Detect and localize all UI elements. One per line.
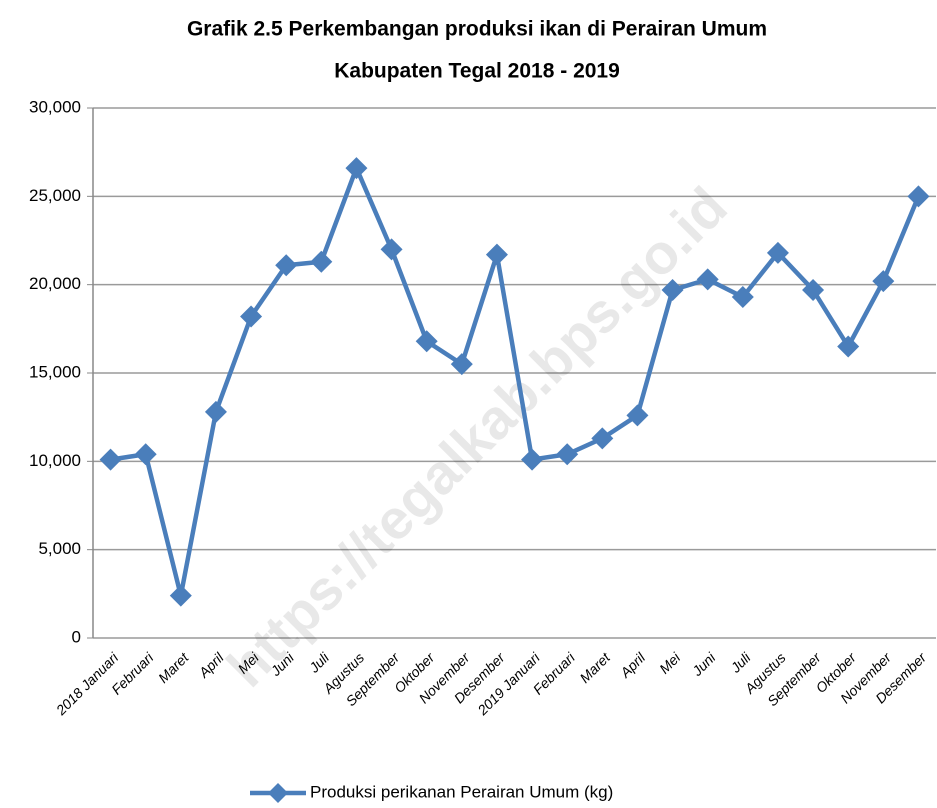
- data-marker: [169, 584, 192, 607]
- chart-title: Grafik 2.5 Perkembangan produksi ikan di…: [187, 18, 767, 41]
- x-tick-label: Mei: [656, 649, 684, 677]
- data-marker: [204, 400, 227, 423]
- data-marker: [99, 448, 122, 471]
- data-marker: [415, 330, 438, 353]
- data-marker: [626, 404, 649, 427]
- y-tick-label: 30,000: [29, 97, 81, 116]
- data-marker: [485, 243, 508, 266]
- watermark: https://tegalkab.bps.go.id: [215, 175, 739, 699]
- y-tick-label: 20,000: [29, 274, 81, 293]
- data-marker: [521, 448, 544, 471]
- data-marker: [345, 157, 368, 180]
- x-tick-label: Maret: [576, 649, 613, 686]
- data-marker: [766, 241, 789, 264]
- data-marker: [556, 443, 579, 466]
- data-marker: [240, 305, 263, 328]
- data-marker: [450, 353, 473, 376]
- x-tick-label: Juli: [727, 649, 755, 677]
- y-tick-label: 10,000: [29, 451, 81, 470]
- y-tick-label: 25,000: [29, 186, 81, 205]
- chart-title: Kabupaten Tegal 2018 - 2019: [334, 60, 620, 83]
- data-marker: [310, 250, 333, 273]
- x-tick-label: Juli: [305, 649, 333, 677]
- data-marker: [661, 278, 684, 301]
- data-line: [110, 165, 921, 598]
- x-tick-label: Maret: [155, 649, 192, 686]
- y-tick-label: 0: [72, 627, 81, 646]
- legend-marker: [268, 783, 288, 803]
- data-marker: [872, 270, 895, 293]
- x-tick-label: Juni: [688, 649, 719, 680]
- legend-label: Produksi perikanan Perairan Umum (kg): [310, 782, 613, 801]
- y-tick-label: 15,000: [29, 362, 81, 381]
- data-marker: [837, 335, 860, 358]
- data-marker: [380, 238, 403, 261]
- data-marker: [275, 254, 298, 277]
- data-marker: [802, 278, 825, 301]
- data-marker: [907, 185, 930, 208]
- data-marker: [696, 268, 719, 291]
- x-tick-label: April: [616, 649, 648, 681]
- data-marker: [731, 286, 754, 309]
- data-marker: [134, 443, 157, 466]
- data-marker: [591, 427, 614, 450]
- y-tick-label: 5,000: [38, 539, 81, 558]
